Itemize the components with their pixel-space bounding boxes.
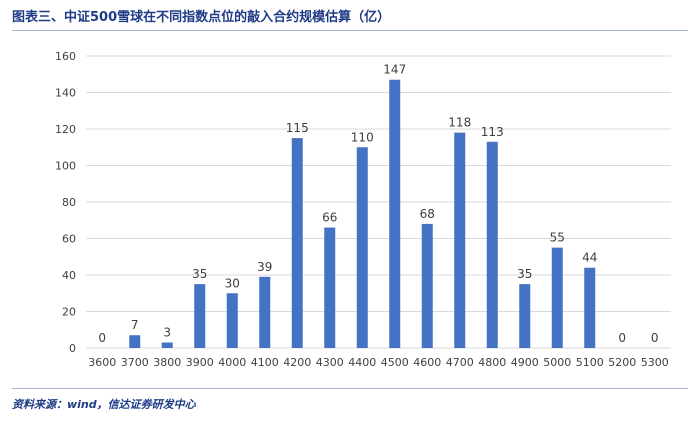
bar: [259, 276, 271, 348]
y-tick-label: 60: [62, 233, 76, 246]
data-label: 44: [582, 251, 597, 265]
x-tick-label: 4500: [381, 356, 409, 369]
bar: [194, 284, 206, 348]
data-label: 7: [131, 318, 139, 332]
bar: [324, 227, 336, 348]
data-label: 66: [322, 211, 337, 225]
y-tick-label: 140: [55, 87, 76, 100]
bar: [161, 342, 173, 348]
x-tick-label: 4200: [283, 356, 311, 369]
y-axis-ticks: 0 20 40 60 80 100 120 140 160: [55, 50, 76, 355]
title-divider: [12, 30, 688, 31]
x-tick-label: 5200: [608, 356, 636, 369]
data-label: 68: [420, 207, 435, 221]
data-label: 35: [517, 267, 532, 281]
data-label: 147: [383, 63, 406, 77]
bar: [519, 284, 531, 348]
data-labels: 0 7 3 35 30 39 115 66 110 147 68 118 113 35 55 44 0 0: [98, 63, 658, 345]
data-label: 113: [481, 125, 504, 139]
x-tick-label: 4600: [413, 356, 441, 369]
x-tick-label: 3600: [88, 356, 116, 369]
x-tick-label: 4800: [478, 356, 506, 369]
bar: [226, 293, 238, 348]
y-tick-label: 100: [55, 160, 76, 173]
bar: [584, 267, 596, 348]
y-tick-label: 160: [55, 50, 76, 63]
x-tick-label: 4700: [446, 356, 474, 369]
x-tick-label: 5100: [576, 356, 604, 369]
bar: [421, 223, 433, 348]
bar: [291, 138, 303, 348]
bar: [454, 132, 466, 348]
data-label: 39: [257, 260, 272, 274]
bar: [389, 79, 401, 348]
bar: [551, 247, 563, 348]
data-label: 0: [651, 331, 659, 345]
data-label: 0: [98, 331, 106, 345]
x-tick-label: 4900: [511, 356, 539, 369]
x-tick-label: 3700: [121, 356, 149, 369]
x-tick-label: 3900: [186, 356, 214, 369]
bars: [129, 79, 596, 348]
y-tick-label: 120: [55, 123, 76, 136]
x-tick-label: 4100: [251, 356, 279, 369]
y-tick-label: 20: [62, 306, 76, 319]
source-divider: [12, 388, 688, 389]
chart-title: 图表三、中证500雪球在不同指数点位的敲入合约规模估算（亿）: [12, 10, 391, 25]
data-label: 3: [163, 326, 171, 340]
data-label: 118: [448, 116, 471, 130]
data-label: 55: [550, 231, 565, 245]
data-label: 0: [618, 331, 626, 345]
data-label: 110: [351, 130, 374, 144]
bar: [356, 147, 368, 348]
bar: [129, 335, 141, 348]
source-note: 资料来源：wind，信达证券研发中心: [12, 398, 196, 411]
x-tick-label: 4300: [316, 356, 344, 369]
data-label: 35: [192, 267, 207, 281]
x-tick-label: 4400: [348, 356, 376, 369]
x-tick-label: 5000: [543, 356, 571, 369]
data-label: 115: [286, 121, 309, 135]
gridlines: [86, 55, 671, 349]
y-tick-label: 80: [62, 196, 76, 209]
y-tick-label: 40: [62, 269, 76, 282]
bar-chart: 0 20 40 60 80 100 120 140 160 0 7 3 35 30 39 115 66 110 1…: [55, 50, 671, 369]
x-tick-label: 3800: [153, 356, 181, 369]
bar: [486, 141, 498, 348]
data-label: 30: [225, 276, 240, 290]
x-axis-ticks: 3600 3700 3800 3900 4000 4100 4200 4300 4400 4500…: [88, 356, 669, 369]
y-tick-label: 0: [69, 342, 76, 355]
x-tick-label: 4000: [218, 356, 246, 369]
x-tick-label: 5300: [641, 356, 669, 369]
